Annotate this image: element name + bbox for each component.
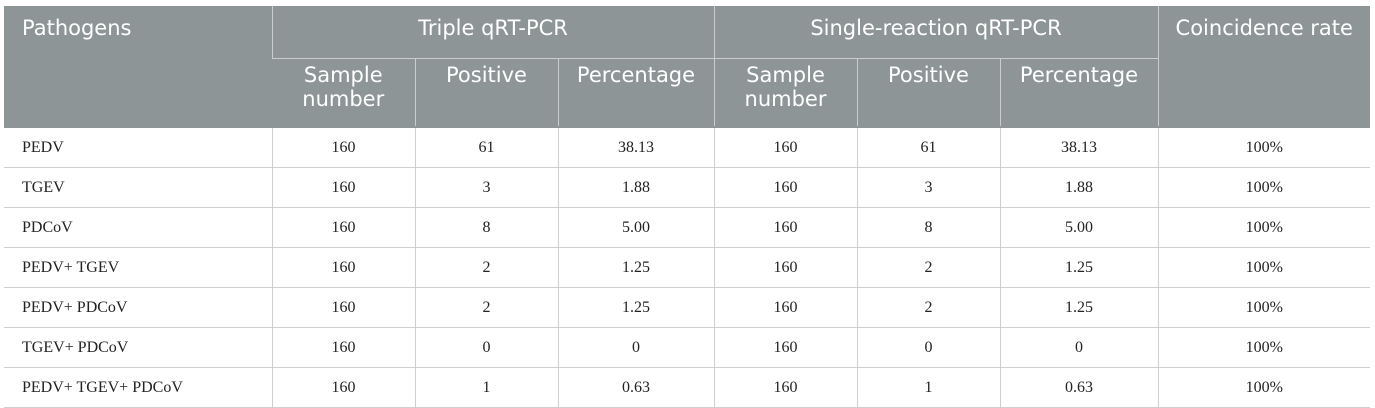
header-pathogens: Pathogens (4, 6, 272, 128)
cell-single-positive: 2 (856, 247, 1000, 288)
header-sample-number: Sample number (713, 58, 857, 128)
cell-single-sample-number: 160 (713, 207, 857, 248)
cell-triple-positive: 3 (414, 167, 558, 208)
cell-single-sample-number: 160 (713, 287, 857, 328)
cell-triple-positive: 1 (414, 367, 558, 408)
cell-coincidence-rate: 100% (1157, 207, 1370, 248)
cell-pathogen: PEDV+ TGEV+ PDCoV (4, 367, 272, 408)
table-row: PEDV+ TGEV 160 2 1.25 160 2 1.25 100% (4, 247, 1370, 288)
cell-triple-percentage: 1.25 (557, 247, 714, 288)
cell-single-positive: 1 (856, 367, 1000, 408)
cell-single-sample-number: 160 (713, 367, 857, 408)
cell-single-percentage: 1.25 (999, 247, 1158, 288)
cell-triple-positive: 0 (414, 327, 558, 368)
table-row: TGEV+ PDCoV 160 0 0 160 0 0 100% (4, 327, 1370, 368)
cell-single-positive: 61 (856, 126, 1000, 168)
cell-triple-percentage: 1.25 (557, 287, 714, 328)
header-positive: Positive (414, 58, 558, 128)
header-percentage: Percentage (999, 58, 1158, 128)
cell-single-percentage: 0.63 (999, 367, 1158, 408)
cell-triple-sample-number: 160 (271, 207, 415, 248)
cell-pathogen: PEDV+ PDCoV (4, 287, 272, 328)
table-row: PEDV+ TGEV+ PDCoV 160 1 0.63 160 1 0.63 … (4, 367, 1370, 408)
cell-pathogen: TGEV (4, 167, 272, 208)
cell-triple-percentage: 0.63 (557, 367, 714, 408)
table-row: PEDV 160 61 38.13 160 61 38.13 100% (4, 126, 1370, 168)
table-header: Pathogens Triple qRT-PCR Single-reaction… (4, 6, 1370, 128)
table-row: PDCoV 160 8 5.00 160 8 5.00 100% (4, 207, 1370, 248)
cell-triple-positive: 2 (414, 247, 558, 288)
cell-single-positive: 0 (856, 327, 1000, 368)
header-coincidence-rate: Coincidence rate (1157, 6, 1370, 128)
cell-single-positive: 3 (856, 167, 1000, 208)
table-row: TGEV 160 3 1.88 160 3 1.88 100% (4, 167, 1370, 208)
cell-coincidence-rate: 100% (1157, 167, 1370, 208)
cell-pathogen: PEDV (4, 126, 272, 168)
cell-single-positive: 8 (856, 207, 1000, 248)
cell-triple-sample-number: 160 (271, 367, 415, 408)
cell-triple-sample-number: 160 (271, 327, 415, 368)
cell-single-percentage: 5.00 (999, 207, 1158, 248)
header-triple-qrt-pcr: Triple qRT-PCR (271, 6, 714, 59)
header-single-reaction-qrt-pcr: Single-reaction qRT-PCR (713, 6, 1158, 59)
cell-single-sample-number: 160 (713, 327, 857, 368)
results-table: Pathogens Triple qRT-PCR Single-reaction… (4, 6, 1370, 408)
cell-triple-positive: 61 (414, 126, 558, 168)
cell-coincidence-rate: 100% (1157, 367, 1370, 408)
cell-single-sample-number: 160 (713, 247, 857, 288)
cell-single-percentage: 1.88 (999, 167, 1158, 208)
cell-triple-percentage: 38.13 (557, 126, 714, 168)
cell-coincidence-rate: 100% (1157, 126, 1370, 168)
cell-triple-sample-number: 160 (271, 126, 415, 168)
header-sample-number: Sample number (272, 58, 415, 128)
cell-triple-percentage: 1.88 (557, 167, 714, 208)
cell-single-positive: 2 (856, 287, 1000, 328)
cell-single-percentage: 1.25 (999, 287, 1158, 328)
cell-triple-sample-number: 160 (271, 247, 415, 288)
header-positive: Positive (856, 58, 1000, 128)
cell-triple-sample-number: 160 (271, 287, 415, 328)
cell-pathogen: PDCoV (4, 207, 272, 248)
cell-single-percentage: 0 (999, 327, 1158, 368)
cell-triple-sample-number: 160 (271, 167, 415, 208)
cell-pathogen: TGEV+ PDCoV (4, 327, 272, 368)
cell-coincidence-rate: 100% (1157, 247, 1370, 288)
cell-single-sample-number: 160 (713, 126, 857, 168)
cell-coincidence-rate: 100% (1157, 327, 1370, 368)
table-body: PEDV 160 61 38.13 160 61 38.13 100% TGEV… (4, 126, 1370, 408)
cell-single-sample-number: 160 (713, 167, 857, 208)
table-row: PEDV+ PDCoV 160 2 1.25 160 2 1.25 100% (4, 287, 1370, 328)
header-percentage: Percentage (557, 58, 714, 128)
cell-single-percentage: 38.13 (999, 126, 1158, 168)
cell-pathogen: PEDV+ TGEV (4, 247, 272, 288)
cell-triple-percentage: 5.00 (557, 207, 714, 248)
cell-coincidence-rate: 100% (1157, 287, 1370, 328)
cell-triple-positive: 2 (414, 287, 558, 328)
cell-triple-percentage: 0 (557, 327, 714, 368)
cell-triple-positive: 8 (414, 207, 558, 248)
